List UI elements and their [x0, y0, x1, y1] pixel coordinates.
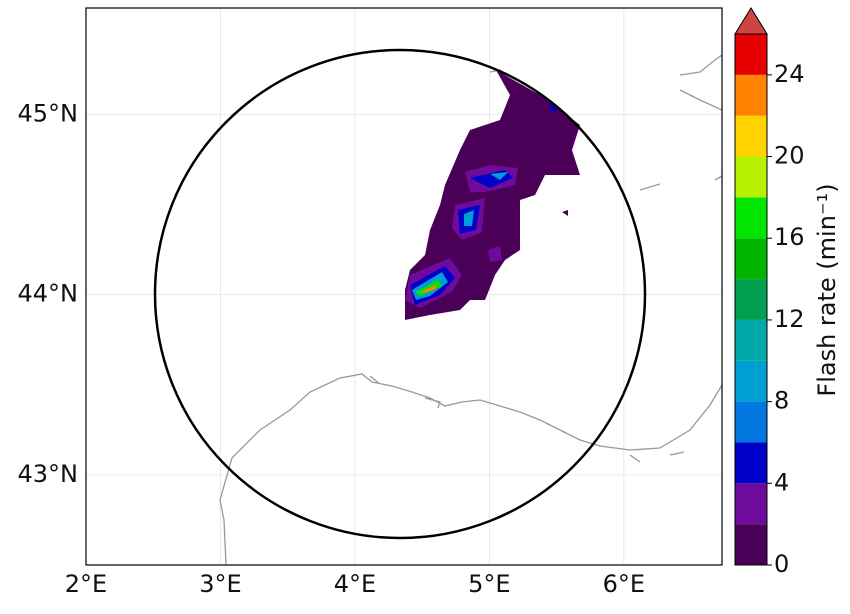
colorbar-segment: [735, 156, 767, 198]
colorbar-segment: [735, 34, 767, 75]
x-tick-label: 6°E: [603, 570, 645, 598]
colorbar-segment: [735, 238, 767, 280]
colorbar-segment: [735, 524, 767, 565]
y-tick-label: 43°N: [18, 460, 79, 488]
x-tick-label: 2°E: [65, 570, 107, 598]
x-tick-label: 4°E: [334, 570, 376, 598]
colorbar-tick-label: 12: [774, 305, 805, 333]
colorbar-tick-label: 0: [774, 550, 789, 578]
colorbar-tick-label: 4: [774, 468, 789, 496]
x-tick-label: 5°E: [468, 570, 510, 598]
map-frame: [85, 7, 723, 566]
flash-area: [422, 285, 436, 293]
colorbar-segment: [735, 115, 767, 157]
colorbar-segment: [735, 360, 767, 402]
colorbar-frame: [734, 33, 768, 566]
colorbar-extend: [734, 7, 768, 35]
y-tick-label: 44°N: [18, 280, 79, 308]
flash-area: [405, 165, 518, 308]
colorbar-label: Flash rate (min⁻¹): [813, 183, 841, 396]
x-tick-label: 3°E: [199, 570, 241, 598]
flash-area: [405, 70, 580, 320]
colorbar-segment: [735, 197, 767, 239]
colorbar-segment: [735, 401, 767, 443]
colorbar-segment: [735, 483, 767, 525]
y-tick-label: 45°N: [18, 99, 79, 127]
colorbar-tick-label: 20: [774, 142, 805, 170]
colorbar-segment: [735, 279, 767, 320]
colorbar-tick-label: 16: [774, 223, 805, 251]
range-circle: [153, 48, 647, 540]
map-layer: [85, 8, 722, 565]
colorbar-segment: [735, 74, 767, 116]
colorbar-tick-label: 24: [774, 60, 805, 88]
colorbar-segment: [735, 442, 767, 484]
colorbar-segment: [735, 319, 767, 361]
colorbar-tick-label: 8: [774, 387, 789, 415]
flash-area: [412, 172, 508, 300]
